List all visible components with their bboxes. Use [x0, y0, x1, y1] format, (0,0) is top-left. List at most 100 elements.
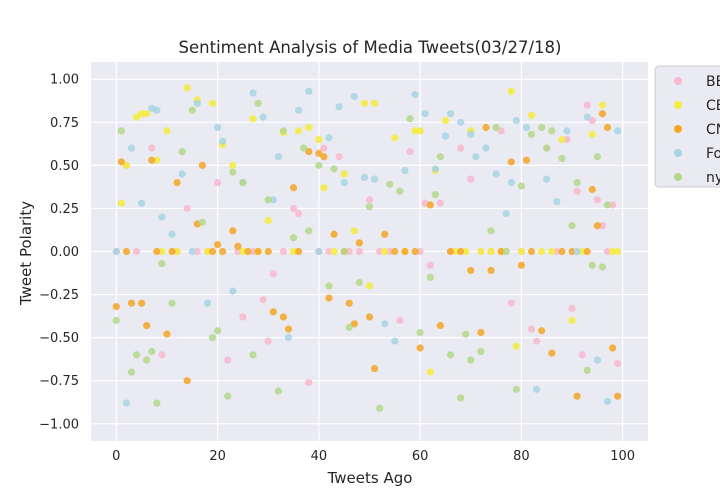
data-point-nytimes [386, 180, 394, 188]
data-point-cnn [198, 161, 206, 169]
data-point-nytimes [406, 115, 414, 123]
data-point-cbs [183, 84, 191, 92]
data-point-bbc [533, 337, 541, 345]
data-point-fox [543, 175, 551, 183]
data-point-nytimes [598, 263, 607, 271]
data-point-fox [507, 178, 515, 187]
data-point-nytimes [315, 161, 323, 169]
data-point-bbc [183, 204, 191, 213]
data-point-nytimes [178, 147, 186, 156]
data-point-bbc [396, 316, 404, 325]
data-point-bbc [593, 196, 601, 204]
data-point-cnn [381, 230, 389, 238]
data-point-fox [325, 134, 333, 142]
data-point-fox [178, 170, 186, 178]
x-tick-label: 20 [209, 449, 226, 464]
legend-label-cbs: CBS [706, 98, 720, 114]
data-point-nytimes [132, 351, 141, 359]
data-point-fox [441, 132, 450, 140]
data-point-nytimes [502, 247, 510, 256]
data-point-bbc [264, 337, 272, 345]
data-point-nytimes [198, 218, 206, 226]
data-point-nytimes [254, 99, 262, 107]
y-tick-label: 0.25 [50, 202, 79, 217]
data-point-cnn [269, 308, 277, 316]
data-point-nytimes [573, 178, 581, 187]
data-point-fox [573, 247, 581, 256]
data-point-cbs [477, 247, 485, 256]
data-point-fox [153, 106, 161, 114]
legend-marker-cbs [674, 101, 682, 109]
data-point-bbc [598, 222, 607, 230]
data-point-cnn [234, 242, 242, 250]
legend-marker-bbc [674, 77, 682, 85]
data-point-fox [315, 247, 323, 256]
data-point-fox [203, 299, 212, 307]
data-point-fox [614, 127, 622, 135]
data-point-cbs [365, 282, 374, 290]
data-point-cbs [381, 247, 389, 256]
data-point-cbs [598, 101, 607, 109]
data-point-fox [512, 116, 520, 125]
data-point-bbc [527, 325, 536, 333]
data-point-fox [533, 385, 541, 393]
data-point-cnn [436, 321, 444, 330]
data-point-fox [350, 92, 358, 101]
data-point-cnn [588, 185, 596, 194]
data-point-fox [158, 213, 166, 221]
data-point-bbc [457, 144, 465, 152]
data-point-bbc [578, 351, 586, 359]
data-point-cbs [249, 115, 257, 123]
data-point-cnn [330, 230, 338, 238]
data-point-cnn [487, 266, 495, 275]
data-point-cbs [330, 247, 338, 256]
data-point-bbc [320, 144, 328, 152]
data-point-bbc [305, 378, 313, 387]
data-point-cbs [163, 127, 171, 135]
data-point-bbc [335, 153, 343, 161]
data-point-bbc [614, 359, 622, 368]
data-point-bbc [279, 247, 288, 256]
y-tick-label: −0.75 [39, 374, 79, 389]
data-point-bbc [467, 175, 475, 183]
data-point-cnn [477, 328, 485, 337]
data-point-fox [295, 106, 303, 114]
data-point-cnn [527, 247, 536, 256]
data-point-bbc [132, 247, 141, 256]
data-point-cnn [416, 344, 424, 352]
data-point-cnn [279, 313, 288, 321]
data-point-fox [168, 230, 176, 238]
data-point-cbs [370, 99, 379, 107]
data-point-bbc [608, 201, 617, 209]
data-point-fox [305, 87, 313, 95]
data-point-cnn [117, 158, 125, 166]
data-point-bbc [416, 247, 424, 256]
data-point-cnn [264, 247, 272, 256]
data-point-fox [522, 123, 531, 132]
data-point-cnn [583, 247, 591, 256]
data-point-bbc [568, 304, 576, 312]
data-point-fox [457, 118, 465, 126]
data-point-cnn [355, 239, 363, 247]
data-point-nytimes [208, 334, 217, 342]
data-point-bbc [148, 144, 156, 152]
data-point-cnn [213, 241, 222, 249]
data-point-cbs [512, 342, 520, 350]
data-point-nytimes [249, 351, 257, 359]
data-point-bbc [497, 127, 505, 135]
data-point-cbs [487, 247, 495, 256]
data-point-cnn [517, 261, 526, 269]
data-point-cnn [608, 344, 617, 352]
data-point-bbc [295, 210, 303, 218]
data-point-bbc [234, 247, 242, 256]
data-point-nytimes [593, 153, 601, 161]
legend-label-nytimes: nytimes [706, 170, 720, 186]
data-point-cbs [305, 123, 313, 132]
data-point-nytimes [239, 178, 247, 187]
data-point-nytimes [588, 261, 596, 269]
data-point-nytimes [345, 323, 353, 331]
data-point-nytimes [527, 130, 536, 138]
data-point-cnn [457, 247, 465, 256]
data-point-fox [446, 110, 455, 118]
data-point-nytimes [543, 144, 551, 152]
